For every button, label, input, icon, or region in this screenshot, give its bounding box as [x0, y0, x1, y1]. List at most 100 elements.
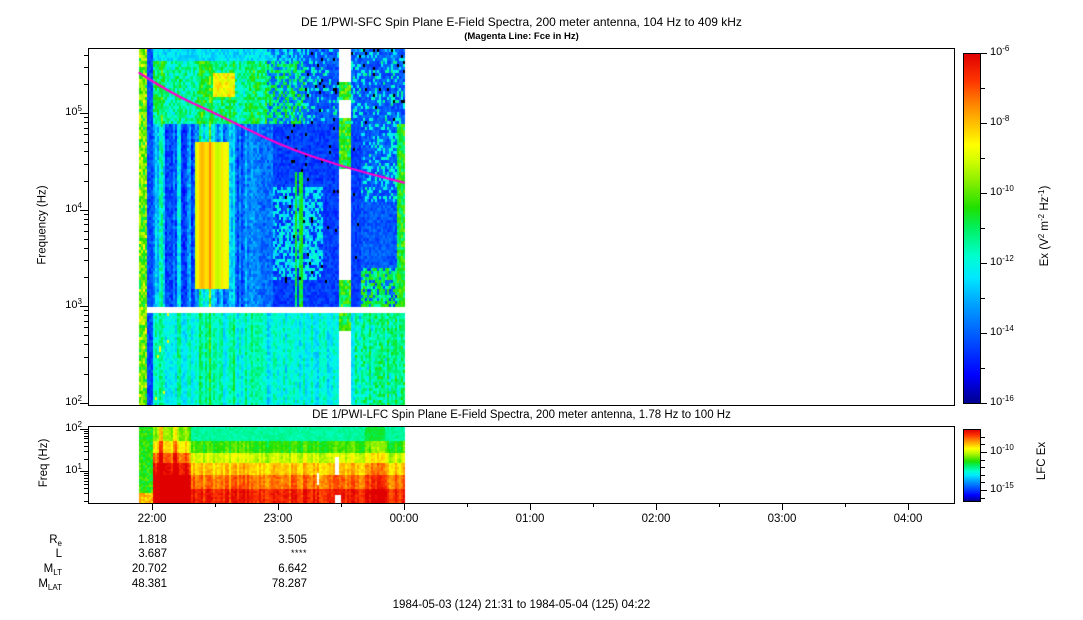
- sfc-y-tick-minor: [84, 230, 88, 232]
- lfc-y-tick-minor: [84, 435, 88, 437]
- lfc-y-tick-minor: [84, 477, 88, 479]
- sfc-panel: [88, 48, 955, 406]
- ephemeris-value: 1.818: [138, 534, 167, 546]
- ephemeris-value: 48.381: [131, 578, 167, 590]
- sfc-colorbar-tick-minor: [981, 228, 985, 229]
- lfc-colorbar-tick-label: 10-15: [990, 481, 1014, 496]
- sfc-y-tick-minor: [84, 260, 88, 261]
- sfc-y-tick-minor: [84, 213, 88, 215]
- sfc-y-tick-minor: [84, 84, 88, 85]
- sfc-y-tick-major: [80, 306, 88, 307]
- lfc-y-tick-minor: [84, 438, 88, 440]
- x-tick-label: 03:00: [767, 513, 797, 525]
- x-tick-minor: [215, 503, 216, 507]
- sfc-y-tick-minor: [84, 163, 88, 165]
- lfc-y-tick-minor: [84, 475, 88, 477]
- sfc-y-axis-label: Frequency (Hz): [36, 185, 49, 265]
- sfc-colorbar-tick-label: 10-10: [990, 184, 1014, 199]
- lfc-y-tick-minor: [84, 441, 88, 443]
- time-range-caption: 1984-05-03 (124) 21:31 to 1984-05-04 (12…: [392, 599, 651, 611]
- lfc-y-tick-major: [80, 429, 88, 430]
- sfc-spectrogram-canvas: [89, 49, 954, 405]
- lfc-colorbar: [963, 429, 981, 502]
- sfc-y-tick-minor: [84, 327, 88, 329]
- sfc-y-tick-major: [80, 113, 88, 114]
- x-tick-major: [404, 503, 405, 510]
- lfc-colorbar-tick-minor: [981, 436, 985, 438]
- lfc-colorbar-tick-minor: [981, 444, 985, 446]
- sfc-y-tick-minor: [84, 122, 88, 124]
- sfc-colorbar-tick-label: 10-6: [990, 44, 1010, 59]
- sfc-colorbar-tick-major: [981, 333, 987, 334]
- lfc-colorbar-tick-label: 10-10: [990, 443, 1014, 458]
- x-tick-minor: [719, 503, 720, 507]
- x-tick-major: [656, 503, 657, 510]
- sfc-y-tick-minor: [84, 117, 88, 119]
- sfc-y-tick-minor: [84, 134, 88, 136]
- x-tick-label: 04:00: [893, 513, 923, 525]
- x-tick-major: [278, 503, 279, 510]
- sfc-colorbar-tick-major: [981, 403, 987, 404]
- x-tick-minor: [845, 503, 846, 507]
- sfc-colorbar-tick-minor: [981, 158, 985, 159]
- sfc-y-tick-minor: [84, 335, 88, 336]
- sfc-colorbar-tick-major: [981, 123, 987, 124]
- sfc-y-tick-minor: [84, 67, 88, 68]
- x-tick-minor: [593, 503, 594, 507]
- sfc-y-tick-minor: [84, 54, 88, 56]
- lfc-y-tick-minor: [84, 500, 88, 502]
- sfc-colorbar-tick-major: [981, 193, 987, 194]
- x-tick-major: [782, 503, 783, 510]
- x-tick-label: 00:00: [389, 513, 419, 525]
- sfc-colorbar-tick-major: [981, 263, 987, 264]
- lfc-colorbar-tick-minor: [981, 497, 985, 499]
- sfc-y-tick-label: 102: [65, 393, 82, 408]
- x-tick-label: 23:00: [263, 513, 293, 525]
- x-tick-label: 01:00: [515, 513, 545, 525]
- sfc-subtitle: (Magenta Line: Fce in Hz): [464, 31, 579, 42]
- lfc-y-tick-minor: [84, 430, 88, 432]
- sfc-colorbar-tick-label: 10-12: [990, 254, 1014, 269]
- lfc-y-tick-minor: [84, 445, 88, 447]
- ephemeris-row-label: MLT: [43, 563, 62, 577]
- x-tick-label: 02:00: [641, 513, 671, 525]
- lfc-y-tick-minor: [84, 473, 88, 475]
- sfc-y-tick-minor: [84, 356, 88, 358]
- lfc-colorbar-tick-minor: [981, 474, 985, 476]
- lfc-y-tick-minor: [84, 493, 88, 495]
- sfc-colorbar-tick-label: 10-16: [990, 394, 1014, 409]
- sfc-y-tick-minor: [84, 142, 88, 143]
- lfc-panel: [88, 426, 955, 504]
- lfc-y-tick-label: 101: [65, 462, 82, 477]
- ephemeris-row-label: Re: [49, 534, 62, 548]
- sfc-title: DE 1/PWI-SFC Spin Plane E-Field Spectra,…: [301, 15, 742, 29]
- lfc-y-tick-minor: [84, 484, 88, 485]
- sfc-y-tick-minor: [84, 320, 88, 322]
- sfc-y-tick-minor: [84, 277, 88, 278]
- lfc-y-tick-minor: [84, 480, 88, 482]
- sfc-y-tick-minor: [84, 315, 88, 317]
- x-tick-major: [908, 503, 909, 510]
- x-tick-minor: [467, 503, 468, 507]
- sfc-colorbar-tick-minor: [981, 88, 985, 89]
- ephemeris-value: ****: [290, 548, 307, 558]
- lfc-title: DE 1/PWI-LFC Spin Plane E-Field Spectra,…: [312, 409, 731, 421]
- sfc-y-tick-minor: [84, 151, 88, 153]
- ephemeris-value: 20.702: [131, 563, 167, 575]
- lfc-colorbar-tick-minor: [981, 482, 985, 484]
- sfc-colorbar-tick-label: 10-14: [990, 324, 1014, 339]
- sfc-colorbar-tick-label: 10-8: [990, 114, 1010, 129]
- sfc-y-tick-minor: [84, 247, 88, 249]
- x-tick-minor: [341, 503, 342, 507]
- ephemeris-value: 78.287: [271, 578, 307, 590]
- sfc-y-tick-minor: [84, 224, 88, 226]
- sfc-colorbar-tick-major: [981, 53, 987, 54]
- sfc-colorbar: [963, 53, 981, 404]
- lfc-y-tick-minor: [84, 433, 88, 435]
- x-tick-major: [152, 503, 153, 510]
- sfc-y-tick-minor: [84, 127, 88, 129]
- x-tick-major: [530, 503, 531, 510]
- sfc-y-tick-label: 103: [65, 297, 82, 312]
- sfc-colorbar-label: Ex (V2 m-2 Hz-1): [1037, 185, 1051, 267]
